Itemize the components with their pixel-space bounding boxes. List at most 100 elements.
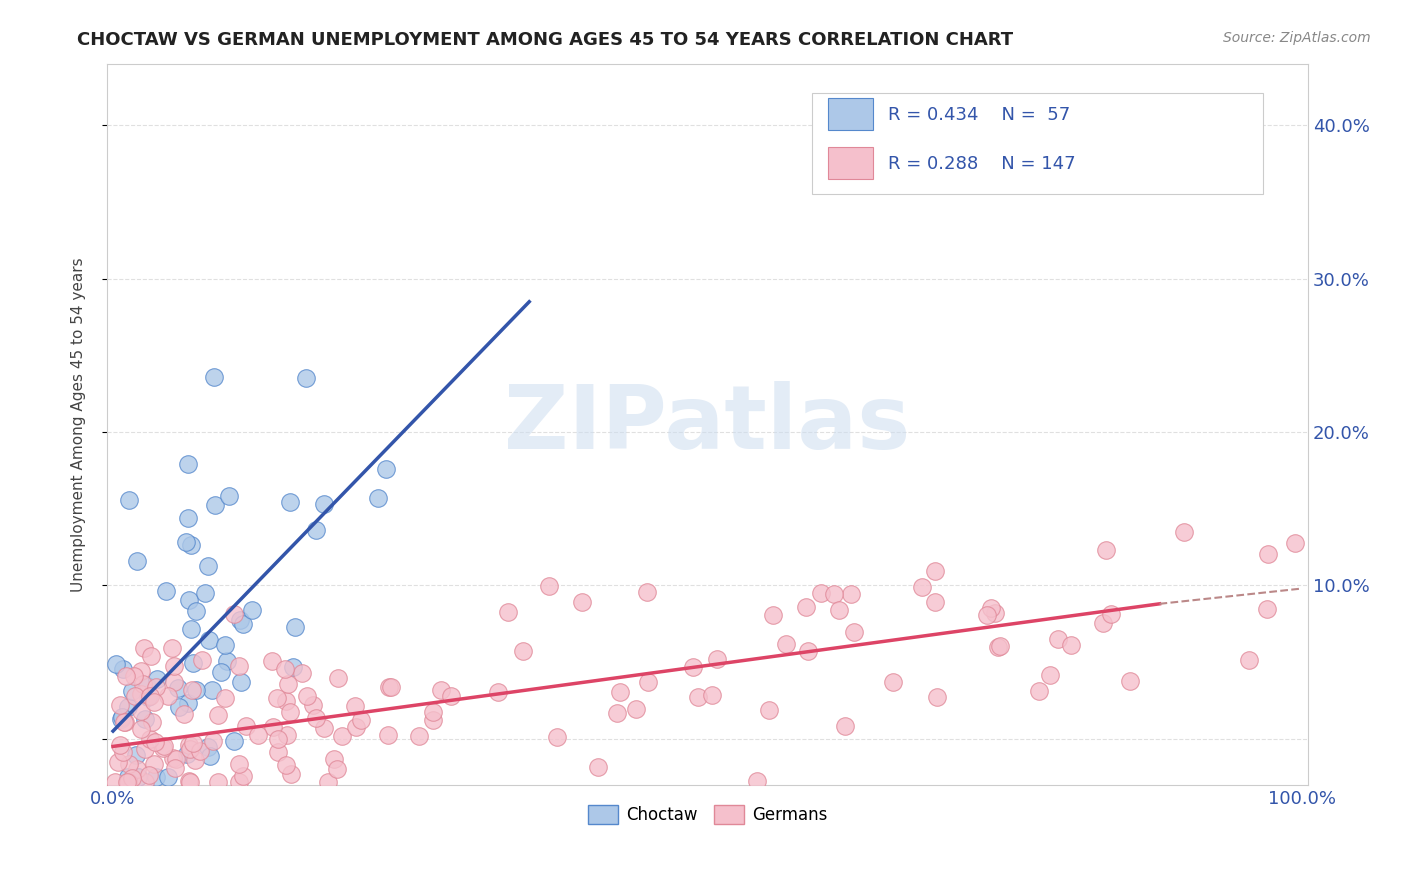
Point [215,654,238,668]
Point [276,728,298,742]
Point [408,729,430,743]
Point [976,607,998,622]
Point [163,675,186,690]
Point [924,595,946,609]
Point [184,753,207,767]
Point [127,770,149,784]
Point [188,744,211,758]
Point [111,709,134,723]
Legend: Choctaw, Germans: Choctaw, Germans [581,798,834,830]
Point [138,689,160,703]
Point [924,565,946,579]
Point [112,714,135,729]
Point [314,721,336,735]
Point [180,622,202,636]
Point [177,696,200,710]
Point [228,774,250,789]
Text: R = 0.434    N =  57: R = 0.434 N = 57 [887,105,1070,123]
Point [122,669,145,683]
Point [141,715,163,730]
Point [266,691,288,706]
Point [422,713,444,727]
Point [177,457,200,471]
Point [157,770,180,784]
Point [110,712,132,726]
Point [134,774,156,789]
FancyBboxPatch shape [828,98,873,130]
Point [274,693,297,707]
Point [1099,607,1122,621]
Point [191,653,214,667]
Point [302,698,325,712]
Point [637,674,659,689]
Point [277,676,299,690]
Point [378,681,401,695]
Point [194,586,217,600]
Point [260,654,283,668]
Point [839,587,862,601]
Point [1257,547,1279,561]
Point [117,770,139,784]
Point [117,774,139,789]
Point [214,638,236,652]
Point [186,682,208,697]
Point [842,624,865,639]
Point [184,604,207,618]
Point [987,640,1010,655]
Point [124,690,146,704]
Point [197,740,219,755]
Point [160,640,183,655]
Point [176,510,198,524]
Point [235,719,257,733]
Point [115,774,138,789]
FancyBboxPatch shape [813,93,1263,194]
Point [305,711,328,725]
Point [1173,524,1195,539]
Point [246,728,269,742]
Point [322,751,344,765]
Point [537,579,560,593]
Point [176,535,198,549]
Point [127,554,149,568]
Point [202,733,225,747]
Point [125,762,148,776]
Point [350,714,373,728]
Point [278,705,301,719]
Point [377,728,399,742]
Point [110,698,132,713]
Point [207,708,229,723]
Point [131,722,153,736]
Point [200,682,222,697]
Point [823,587,845,601]
Point [232,617,254,632]
Point [344,699,367,714]
Point [280,767,302,781]
Point [283,659,305,673]
Point [139,731,162,746]
Point [925,690,948,704]
Point [143,695,166,709]
Point [118,756,141,771]
Point [136,679,159,693]
Point [207,774,229,789]
Point [775,637,797,651]
Point [273,662,295,676]
Y-axis label: Unemployment Among Ages 45 to 54 years: Unemployment Among Ages 45 to 54 years [72,257,86,591]
Point [316,774,339,789]
Point [179,774,201,789]
Point [163,761,186,775]
Point [134,712,156,726]
Point [228,756,250,771]
Point [232,768,254,782]
Point [179,738,201,752]
Point [429,683,451,698]
Point [177,593,200,607]
Point [152,739,174,753]
Point [1039,668,1062,682]
Point [176,747,198,761]
Point [179,742,201,756]
Point [117,774,139,789]
Point [422,705,444,719]
Point [167,681,190,695]
Point [141,648,163,663]
